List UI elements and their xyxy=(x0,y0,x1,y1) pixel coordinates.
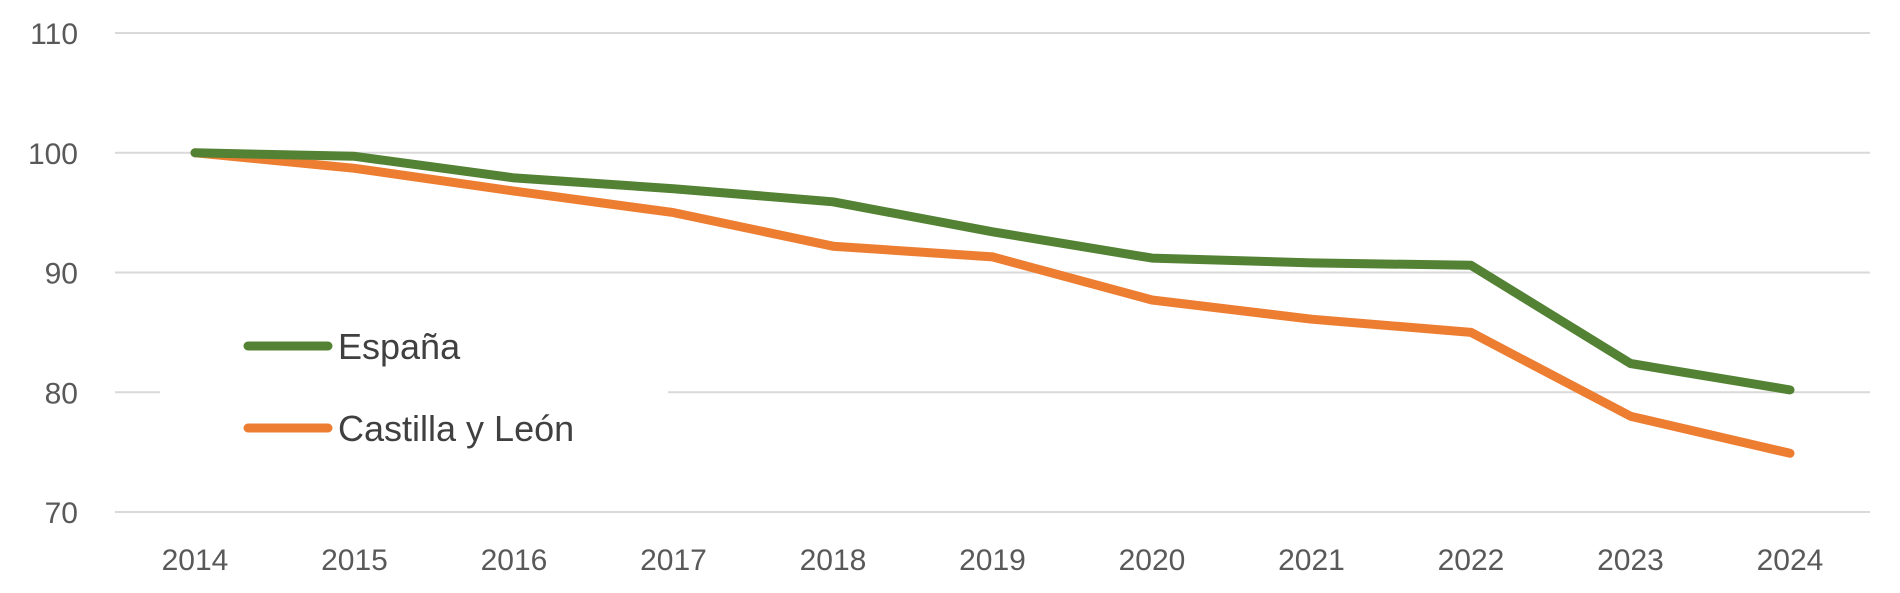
x-tick-label: 2016 xyxy=(481,544,548,577)
x-tick-label: 2020 xyxy=(1119,544,1186,577)
x-tick-label: 2014 xyxy=(162,544,229,577)
x-axis-ticks: 2014 2015 2016 2017 2018 2019 2020 2021 2022 2023… xyxy=(162,544,1824,577)
x-tick-label: 2018 xyxy=(800,544,867,577)
x-tick-label: 2023 xyxy=(1597,544,1664,577)
series-line-1 xyxy=(190,148,1795,458)
x-tick-label: 2017 xyxy=(640,544,707,577)
series-line-0 xyxy=(190,148,1795,395)
series-lines xyxy=(190,148,1795,458)
legend-background xyxy=(160,300,668,468)
x-tick-label: 2019 xyxy=(959,544,1026,577)
y-tick-label: 90 xyxy=(45,258,78,291)
x-tick-label: 2024 xyxy=(1757,544,1824,577)
legend-label: España xyxy=(338,326,461,367)
x-tick-label: 2021 xyxy=(1278,544,1345,577)
legend-label: Castilla y León xyxy=(338,408,574,449)
x-tick-label: 2015 xyxy=(321,544,388,577)
y-tick-label: 80 xyxy=(45,377,78,410)
x-tick-label: 2022 xyxy=(1438,544,1505,577)
legend: España Castilla y León xyxy=(243,326,574,449)
y-axis-ticks: 70 80 90 100 110 xyxy=(28,18,78,530)
y-tick-label: 70 xyxy=(45,497,78,530)
legend-box xyxy=(160,300,668,468)
y-tick-label: 110 xyxy=(30,18,78,51)
y-tick-label: 100 xyxy=(28,138,78,171)
